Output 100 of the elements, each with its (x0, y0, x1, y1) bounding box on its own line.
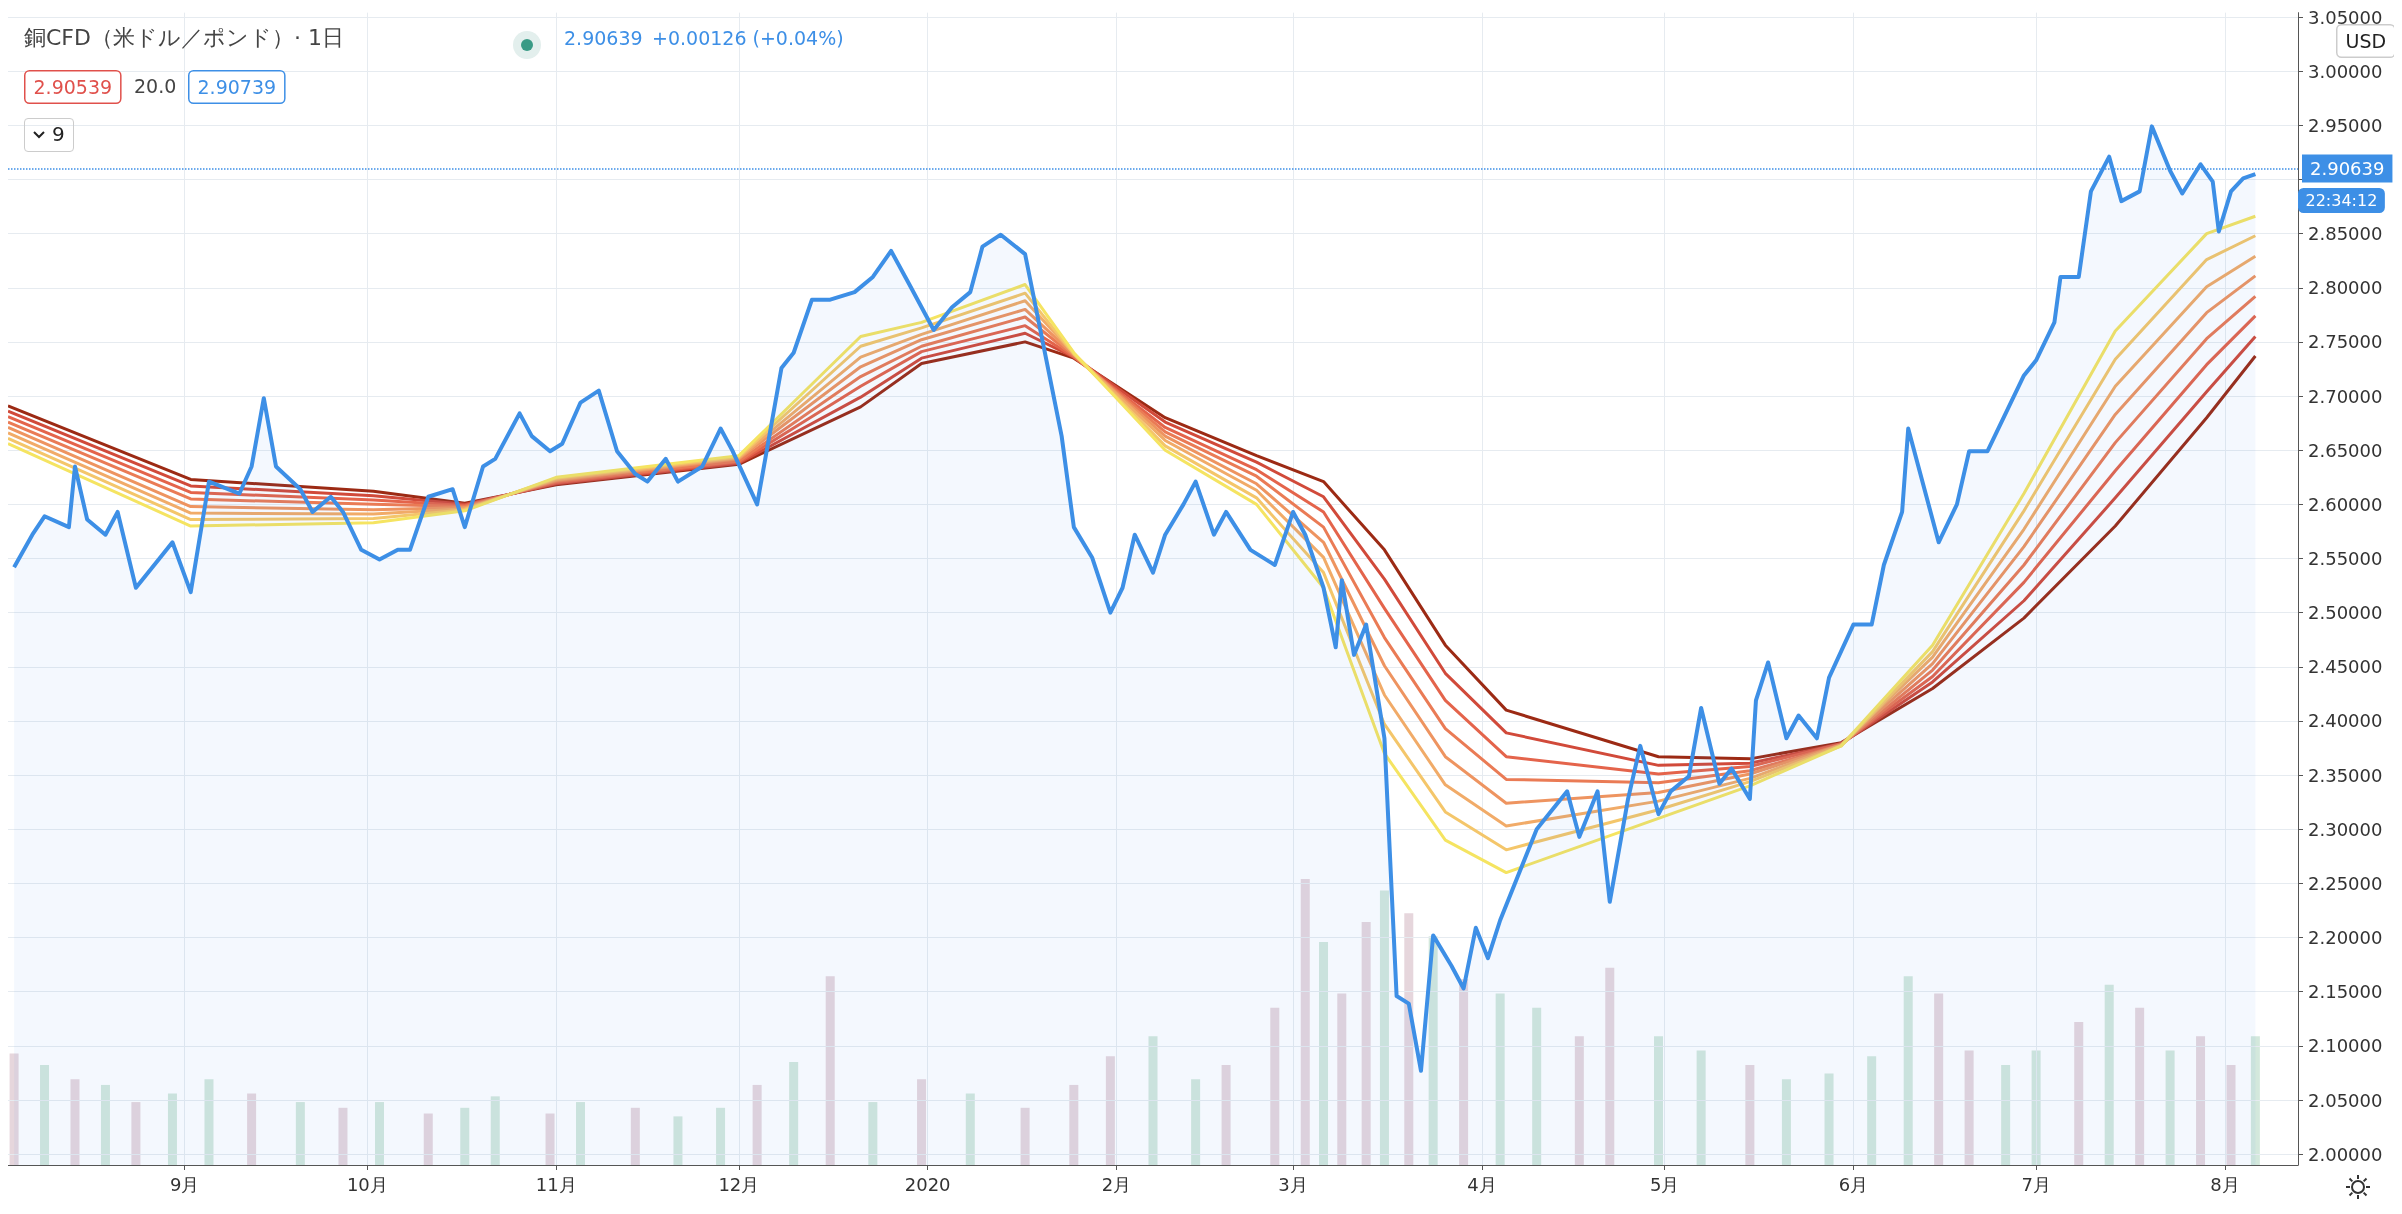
y-tick-label: 2.00000 (2308, 1143, 2383, 1165)
bar (460, 1107, 470, 1165)
y-tick-label: 2.65000 (2308, 439, 2383, 461)
bar (2226, 1064, 2236, 1165)
bar (1361, 921, 1371, 1165)
y-tick-label: 2.70000 (2308, 385, 2383, 407)
bar (295, 1102, 305, 1165)
bar (1495, 993, 1505, 1165)
y-tick-label: 2.40000 (2308, 710, 2383, 732)
bar (490, 1096, 500, 1165)
y-tick-label: 2.85000 (2308, 223, 2383, 245)
bar (40, 1064, 50, 1165)
bar (1300, 879, 1310, 1165)
bar (1020, 1107, 1030, 1165)
annotation: 2.90639 (564, 26, 643, 49)
bar (2074, 1022, 2084, 1165)
bar (131, 1102, 141, 1165)
bar (1337, 993, 1347, 1165)
x-tick-label: 5月 (1649, 1173, 1680, 1195)
text: 銅CFD（米ドル／ポンド）· 1日 (24, 24, 344, 50)
bar (423, 1113, 433, 1165)
bar (1404, 913, 1414, 1165)
y-tick-label: 2.50000 (2308, 602, 2383, 624)
bar (630, 1107, 640, 1165)
bar (1069, 1084, 1079, 1165)
y-tick-label: 2.55000 (2308, 548, 2383, 570)
bar (70, 1079, 80, 1165)
bar (868, 1102, 878, 1165)
y-tick-label: 2.75000 (2308, 331, 2383, 353)
bar (1934, 993, 1944, 1165)
x-tick-label: 11月 (535, 1173, 577, 1195)
y-tick-label: 2.25000 (2308, 872, 2383, 894)
bar (1964, 1050, 1974, 1165)
bar (752, 1084, 762, 1165)
x-tick-label: 6月 (1838, 1173, 1869, 1195)
y-tick-label: 3.05000 (2308, 6, 2383, 28)
x-tick-label: 3月 (1278, 1173, 1308, 1195)
bar (716, 1107, 726, 1165)
y-tick-label: 2.60000 (2308, 493, 2383, 515)
x-tick-label: 12月 (718, 1173, 760, 1195)
bar (1654, 1036, 1664, 1165)
bar (825, 976, 835, 1165)
text: 22:34:12 (2305, 191, 2378, 210)
bar (1532, 1007, 1542, 1165)
bar (204, 1079, 214, 1165)
text: USD (2345, 30, 2387, 52)
x-tick-label: 9月 (169, 1173, 200, 1195)
bar (1696, 1050, 1706, 1165)
bar (1221, 1064, 1231, 1165)
bar (167, 1093, 177, 1165)
bar (576, 1102, 585, 1165)
x-tick-label: 8月 (2210, 1173, 2240, 1195)
bar (965, 1093, 975, 1165)
x-tick-label: 2月 (1101, 1173, 1132, 1195)
bar (1824, 1073, 1834, 1165)
bar (1270, 1007, 1280, 1165)
annotation: 2.90739 (197, 76, 277, 98)
bar (1745, 1064, 1755, 1165)
y-tick-label: 2.20000 (2308, 927, 2383, 949)
annotation: +0.00126 (+0.04%) (652, 26, 844, 49)
bar (1459, 979, 1469, 1165)
y-tick-label: 3.00000 (2308, 60, 2383, 82)
bar (545, 1113, 555, 1165)
bar (1191, 1079, 1201, 1165)
bar (2250, 1036, 2260, 1165)
annotation: 20.0 (134, 74, 177, 97)
y-tick-label: 2.80000 (2308, 277, 2383, 299)
bar (1319, 941, 1329, 1165)
bar (1867, 1056, 1877, 1165)
annotation: 2.90539 (33, 76, 113, 98)
annotation: 9 (52, 122, 65, 146)
bar (1605, 967, 1615, 1165)
y-tick-label: 2.35000 (2308, 764, 2383, 786)
bar (2165, 1050, 2175, 1165)
x-tick-label: 2020 (904, 1173, 951, 1195)
x-tick-label: 10月 (346, 1173, 388, 1195)
bar (2135, 1007, 2145, 1165)
y-tick-label: 2.05000 (2308, 1089, 2383, 1111)
bar (375, 1102, 385, 1165)
x-tick-label: 4月 (1467, 1173, 1497, 1195)
y-tick-label: 2.30000 (2308, 818, 2383, 840)
y-tick-label: 2.10000 (2308, 1035, 2383, 1057)
bar (2001, 1064, 2011, 1165)
bar (9, 1053, 19, 1165)
x-tick-label: 7月 (2021, 1173, 2051, 1195)
bar (1379, 890, 1389, 1165)
bar (1148, 1036, 1158, 1165)
bar (789, 1062, 799, 1165)
bar (1903, 976, 1913, 1165)
bar (1105, 1056, 1115, 1165)
bar (673, 1116, 683, 1165)
bar (1574, 1036, 1584, 1165)
y-tick-label: 2.45000 (2308, 656, 2383, 678)
ref-line-label: 2.90639 (2310, 158, 2385, 180)
bar (338, 1107, 348, 1165)
bar (247, 1093, 257, 1165)
y-tick-label: 2.15000 (2308, 981, 2383, 1003)
bar (1781, 1079, 1791, 1165)
bar (100, 1084, 110, 1165)
bar (917, 1079, 927, 1165)
